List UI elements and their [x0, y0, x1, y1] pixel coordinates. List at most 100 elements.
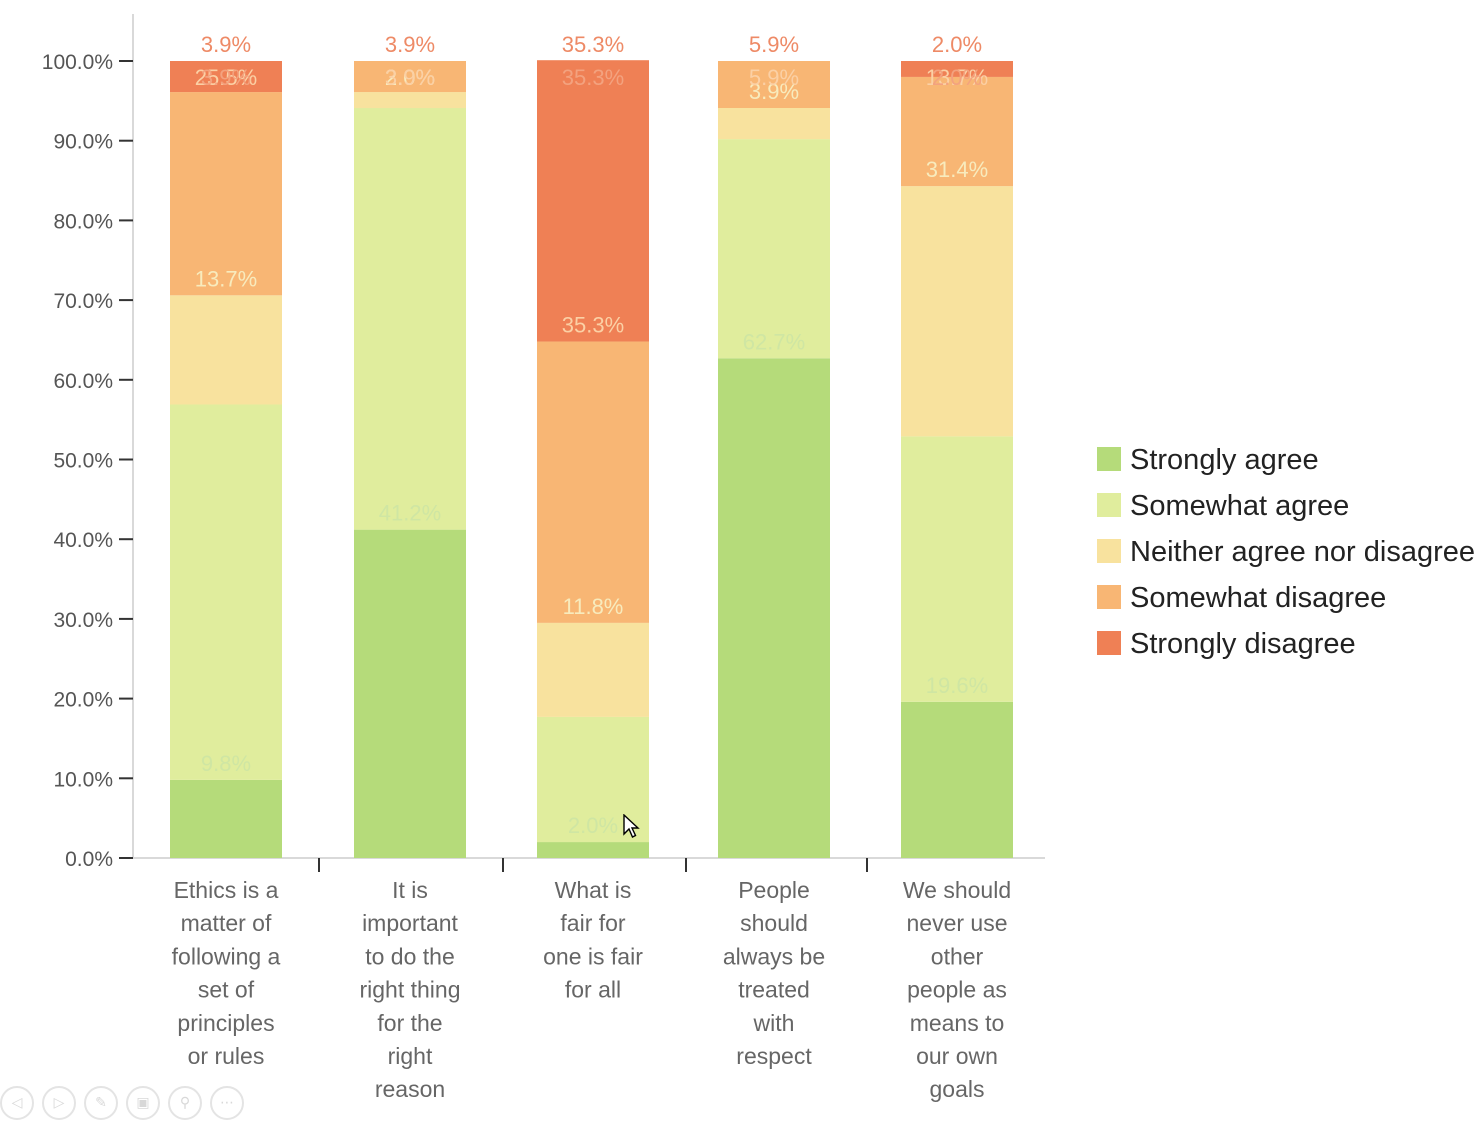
top-label: 3.9% [385, 32, 435, 57]
segment-label: 13.7% [195, 266, 257, 291]
y-tick-label: 70.0% [53, 290, 113, 313]
segment-label: 2.0% [932, 65, 982, 90]
legend-label: Somewhat agree [1130, 490, 1349, 522]
y-tick-label: 100.0% [42, 51, 113, 74]
category-label: means to [910, 1010, 1005, 1036]
category-label: matter of [181, 910, 272, 936]
legend-label: Strongly agree [1130, 444, 1319, 476]
zoom-icon[interactable]: ⚲ [168, 1086, 202, 1120]
segment-label: 3.9% [385, 65, 435, 90]
bar-segment [354, 92, 466, 109]
bar-segment [901, 76, 1013, 187]
legend-label: Neither agree nor disagree [1130, 536, 1475, 568]
bar-segment [170, 295, 282, 405]
segment-label: 9.8% [201, 751, 251, 776]
segment-label: 11.8% [563, 594, 624, 619]
segment-label: 25.5% [195, 65, 257, 90]
legend: Strongly agree Somewhat agree Neither agre… [1097, 444, 1475, 660]
bar-segment [170, 779, 282, 858]
y-tick-label: 20.0% [53, 689, 113, 712]
category-labels: Ethics is a matter of following a set of pri… [172, 877, 1011, 1102]
bar-segment [718, 139, 830, 359]
slides-icon[interactable]: ▣ [126, 1086, 160, 1120]
y-tick-label: 40.0% [53, 529, 113, 552]
top-labels: 3.9% 3.9% 35.3% 5.9% 2.0% [201, 32, 982, 57]
legend-swatch [1097, 447, 1121, 471]
top-label: 35.3% [562, 32, 624, 57]
y-tick-label: 60.0% [53, 370, 113, 393]
y-tick-label: 0.0% [65, 848, 113, 871]
bar-segment [901, 61, 1013, 77]
category-label: right [388, 1043, 433, 1069]
bar-segment [354, 108, 466, 530]
category-label: should [740, 910, 808, 936]
category-label: other [931, 943, 984, 969]
y-tick-label: 10.0% [53, 768, 113, 791]
legend-label: Somewhat disagree [1130, 582, 1386, 614]
bar-segment [537, 842, 649, 858]
bar-segment [170, 404, 282, 780]
legend-swatch [1097, 539, 1121, 563]
segment-label: 3.9% [201, 65, 251, 90]
category-label: treated [738, 977, 810, 1003]
prev-arrow-icon[interactable]: ◁ [0, 1086, 34, 1120]
segment-label: 2.0% [385, 65, 435, 90]
category-label: people as [907, 977, 1007, 1003]
x-axis [133, 857, 1045, 872]
top-label: 2.0% [932, 32, 982, 57]
segment-label: 35.3% [562, 65, 624, 90]
segment-label: 13.7% [926, 65, 988, 90]
category-label: set of [198, 977, 255, 1003]
segment-label: 3.9% [749, 79, 799, 104]
bar-segment [537, 622, 649, 717]
y-tick-label: 30.0% [53, 609, 113, 632]
top-label: 3.9% [201, 32, 251, 57]
bar-segment [718, 358, 830, 858]
mouse-cursor-icon [623, 814, 640, 838]
category-label: What is [555, 877, 632, 903]
bar-segment [718, 108, 830, 140]
category-label: People [738, 877, 810, 903]
bar-segment [901, 186, 1013, 437]
category-label: respect [736, 1043, 812, 1069]
bar-segment [901, 436, 1013, 702]
next-arrow-icon[interactable]: ▷ [42, 1086, 76, 1120]
pen-icon[interactable]: ✎ [84, 1086, 118, 1120]
segment-labels: 9.8%13.7%25.5%3.9%41.2%2.0%3.9%2.0%11.8%… [195, 65, 988, 838]
segment-label: 62.7% [743, 329, 805, 354]
segment-label: 41.2% [379, 501, 441, 526]
category-label: for all [565, 977, 621, 1003]
legend-swatch [1097, 585, 1121, 609]
y-tick-label: 50.0% [53, 450, 113, 473]
category-label: or rules [188, 1043, 265, 1069]
segment-label: 5.9% [749, 65, 799, 90]
category-label: right thing [359, 977, 460, 1003]
segment-label: 35.3% [562, 313, 624, 338]
segment-label: 31.4% [926, 157, 988, 182]
category-label: goals [930, 1076, 985, 1102]
more-icon[interactable]: ⋯ [210, 1086, 244, 1120]
category-label: with [753, 1010, 795, 1036]
category-label: reason [375, 1076, 445, 1102]
category-label: principles [177, 1010, 274, 1036]
slideshow-toolbar: ◁ ▷ ✎ ▣ ⚲ ⋯ [0, 1086, 244, 1120]
category-label: important [362, 910, 458, 936]
category-label: It is [392, 877, 428, 903]
category-label: following a [172, 943, 281, 969]
bars [170, 60, 1013, 858]
y-tick-label: 80.0% [53, 210, 113, 233]
bar-segment [718, 61, 830, 109]
legend-swatch [1097, 631, 1121, 655]
bar-segment [537, 60, 649, 342]
bar-segment [354, 61, 466, 93]
category-label: to do the [365, 943, 455, 969]
y-axis: 0.0% 10.0% 20.0% 30.0% 40.0% 50.0% 60.0% 70.0% 8… [42, 14, 134, 871]
category-label: for the [377, 1010, 442, 1036]
top-label: 5.9% [749, 32, 799, 57]
bar-segment [170, 92, 282, 296]
category-label: our own [916, 1043, 998, 1069]
bar-segment [901, 701, 1013, 858]
bar-segment [537, 341, 649, 623]
bar-segment [354, 529, 466, 858]
